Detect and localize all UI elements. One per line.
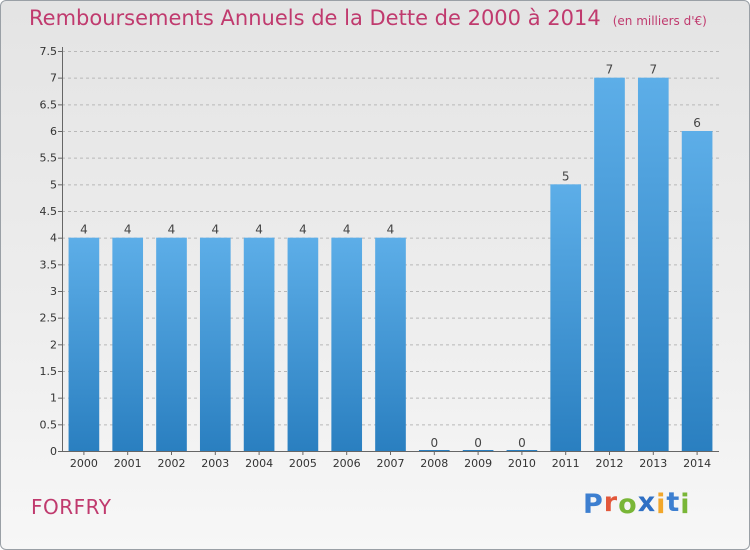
data-label: 6 bbox=[693, 116, 701, 130]
logo-letter: o bbox=[618, 489, 638, 520]
x-tick-label: 2014 bbox=[683, 457, 711, 470]
x-tick-label: 2006 bbox=[333, 457, 361, 470]
x-tick-label: 2002 bbox=[158, 457, 186, 470]
logo-letter: x bbox=[637, 487, 657, 518]
bar-2005 bbox=[287, 237, 319, 451]
x-tick-label: 2010 bbox=[508, 457, 536, 470]
logo-letter: t bbox=[666, 487, 681, 518]
x-tick-label: 2007 bbox=[377, 457, 405, 470]
proxiti-logo: Proxiti bbox=[583, 487, 691, 520]
bar-2013 bbox=[637, 77, 669, 452]
logo-letter: r bbox=[603, 487, 619, 518]
bar-2003 bbox=[199, 237, 231, 451]
data-label: 4 bbox=[124, 223, 132, 237]
x-tick-label: 2004 bbox=[245, 457, 273, 470]
data-label: 0 bbox=[474, 436, 482, 450]
chart-title: Remboursements Annuels de la Dette de 20… bbox=[29, 6, 707, 30]
y-tick-label: 2.5 bbox=[40, 312, 58, 325]
y-tick-label: 3 bbox=[50, 285, 57, 298]
data-label: 4 bbox=[255, 223, 263, 237]
x-tick-label: 2001 bbox=[114, 457, 142, 470]
data-label: 5 bbox=[562, 169, 570, 183]
x-tick-label: 2012 bbox=[596, 457, 624, 470]
chart-title-main: Remboursements Annuels de la Dette de 20… bbox=[29, 6, 601, 30]
x-tick-label: 2011 bbox=[552, 457, 580, 470]
y-tick-label: 7.5 bbox=[40, 45, 58, 58]
x-tick-label: 2009 bbox=[464, 457, 492, 470]
logo-letter: i bbox=[656, 489, 667, 520]
y-tick-label: 4 bbox=[50, 232, 57, 245]
data-label: 4 bbox=[299, 223, 307, 237]
commune-name: FORFRY bbox=[31, 495, 112, 519]
data-label: 4 bbox=[168, 223, 176, 237]
x-tick-label: 2008 bbox=[420, 457, 448, 470]
bar-2002 bbox=[156, 237, 187, 451]
data-label: 7 bbox=[606, 63, 614, 77]
bar-2006 bbox=[331, 237, 363, 451]
logo-letter: P bbox=[583, 489, 604, 520]
x-tick-label: 2000 bbox=[70, 457, 98, 470]
x-tick-label: 2003 bbox=[201, 457, 229, 470]
data-label: 4 bbox=[387, 223, 395, 237]
y-tick-label: 7 bbox=[50, 72, 57, 85]
axes: 0 0.5 1 1.5 2 2.5 3 3.5 4 4.5 5 5.5 6 6.5 7 7.5 bbox=[40, 45, 719, 458]
bar-2000 bbox=[68, 237, 100, 451]
y-tick-label: 2 bbox=[50, 338, 57, 351]
bar-2012 bbox=[594, 77, 625, 452]
x-tick-label: 2005 bbox=[289, 457, 317, 470]
chart-unit: (en milliers d'€) bbox=[612, 14, 707, 28]
y-tick-label: 5.5 bbox=[40, 152, 58, 165]
data-label: 0 bbox=[518, 436, 526, 450]
bars bbox=[68, 77, 713, 452]
data-label: 4 bbox=[80, 223, 88, 237]
y-tick-label: 3.5 bbox=[40, 258, 58, 271]
y-tick-label: 4.5 bbox=[40, 205, 58, 218]
bar-2004 bbox=[243, 237, 275, 451]
data-label: 4 bbox=[211, 223, 219, 237]
bar-2014 bbox=[681, 131, 713, 451]
bar-2007 bbox=[375, 237, 406, 451]
bar-2011 bbox=[550, 184, 582, 452]
data-label: 4 bbox=[343, 223, 351, 237]
y-tick-label: 0.5 bbox=[40, 418, 58, 431]
data-label: 7 bbox=[649, 63, 657, 77]
labels: 2000 4 2001 4 2002 4 2003 4 2004 4 2005 4 2006 4 2007 4… bbox=[70, 63, 711, 470]
logo-letter: i bbox=[680, 489, 691, 520]
y-tick-label: 1.5 bbox=[40, 365, 58, 378]
data-label: 0 bbox=[430, 436, 438, 450]
x-tick-label: 2013 bbox=[639, 457, 667, 470]
y-tick-label: 5 bbox=[50, 178, 57, 191]
y-tick-label: 1 bbox=[50, 392, 57, 405]
bar-2001 bbox=[112, 237, 144, 451]
y-tick-label: 0 bbox=[50, 445, 57, 458]
y-tick-label: 6.5 bbox=[40, 98, 58, 111]
y-tick-label: 6 bbox=[50, 125, 57, 138]
